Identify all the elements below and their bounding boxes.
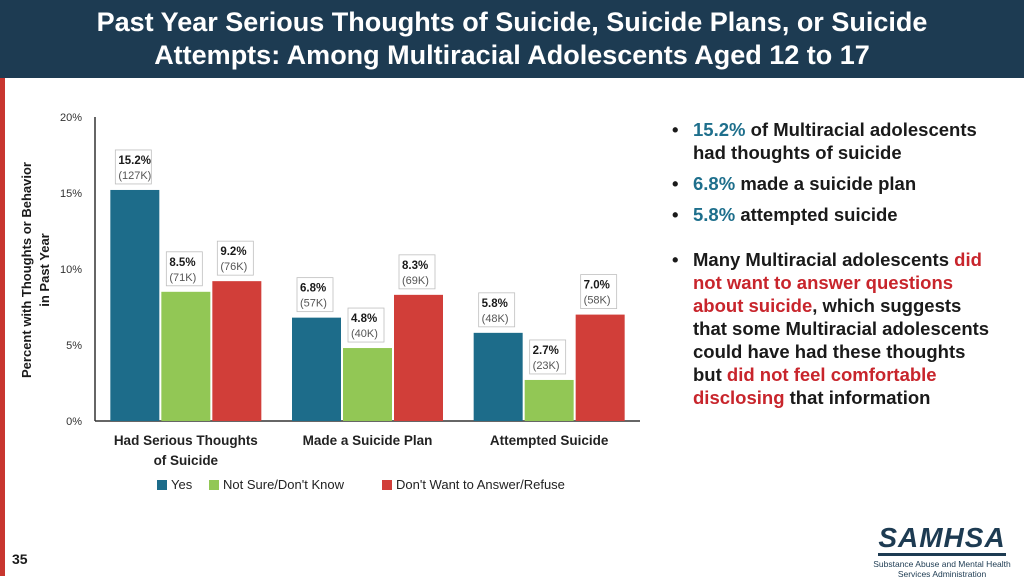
- y-tick-label: 5%: [66, 340, 82, 352]
- bar: [473, 332, 523, 421]
- bar-chart: 0% 5% 10% 15% 20% Percent with Thoughts or Be…: [19, 112, 640, 492]
- key-findings: • 15.2% of Multiracial adolescents had t…: [668, 118, 998, 417]
- y-axis-label-line-2: in Past Year: [37, 233, 52, 306]
- bullet-thoughts-text: of Multiracial adolescents had thoughts …: [693, 119, 977, 163]
- data-label-box: [529, 339, 567, 375]
- page-number: 35: [12, 551, 28, 567]
- bullet-thoughts-value: 15.2%: [693, 119, 746, 140]
- data-label-count: (58K): [584, 295, 611, 307]
- data-label-box: [165, 251, 203, 287]
- data-label-count: (40K): [351, 328, 378, 340]
- slide-title-line-2: Attempts: Among Multiracial Adolescents …: [154, 40, 870, 70]
- bullet-disclosure-highlight-1: did not want to answer questions about s…: [693, 249, 982, 316]
- legend-swatch: [157, 480, 167, 490]
- data-label-box: [347, 307, 385, 343]
- slide-title-line-1: Past Year Serious Thoughts of Suicide, S…: [96, 7, 928, 37]
- legend-swatch: [382, 480, 392, 490]
- bar: [292, 317, 341, 421]
- bullet-plan: • 6.8% made a suicide plan: [668, 172, 998, 195]
- legend-label: Yes: [171, 477, 193, 492]
- data-label-box: [114, 149, 152, 185]
- y-tick-label: 15%: [60, 188, 82, 200]
- data-label-percent: 4.8%: [351, 313, 377, 325]
- bullet-disclosure-text-2: , which suggests that some Multiracial a…: [693, 295, 990, 385]
- y-tick-label: 10%: [60, 264, 82, 276]
- bar: [524, 379, 574, 421]
- bullet-plan-text: made a suicide plan: [740, 173, 917, 194]
- x-category-label: Had Serious Thoughts: [114, 433, 258, 448]
- data-label-percent: 5.8%: [482, 298, 508, 310]
- bullet-plan-value: 6.8%: [693, 173, 736, 194]
- data-label-percent: 7.0%: [584, 280, 610, 292]
- data-label-count: (76K): [220, 261, 247, 273]
- data-label-percent: 6.8%: [300, 283, 326, 295]
- data-label-count: (23K): [533, 360, 560, 372]
- logo-wordmark: SAMHSA: [878, 522, 1006, 553]
- bullet-disclosure-text-3: that information: [789, 387, 931, 408]
- data-label-box: [478, 292, 516, 328]
- data-label-box: [580, 274, 618, 310]
- data-label-percent: 8.3%: [402, 260, 428, 272]
- bullet-marker: •: [672, 119, 679, 140]
- legend-swatch: [209, 480, 219, 490]
- bullet-attempt-value: 5.8%: [693, 204, 736, 225]
- logo-subtitle-line-1: Substance Abuse and Mental Health: [873, 559, 1011, 569]
- bar: [575, 314, 625, 421]
- bullet-disclosure-text-1: Many Multiracial adolescents: [693, 249, 950, 270]
- data-label-count: (48K): [482, 313, 509, 325]
- samhsa-logo: SAMHSA Substance Abuse and Mental Health…: [872, 524, 1012, 579]
- x-category-label: of Suicide: [154, 453, 219, 468]
- data-label-percent: 15.2%: [118, 155, 151, 167]
- bullet-attempt: • 5.8% attempted suicide: [668, 203, 998, 226]
- data-label-percent: 2.7%: [533, 345, 559, 357]
- accent-bar: [0, 78, 5, 576]
- data-label-count: (71K): [169, 272, 196, 284]
- bar: [110, 189, 160, 421]
- data-label-count: (57K): [300, 298, 327, 310]
- x-category-label: Made a Suicide Plan: [303, 433, 433, 448]
- bullet-marker: •: [672, 204, 679, 225]
- bullet-marker: •: [672, 249, 679, 270]
- legend-label: Not Sure/Don't Know: [223, 477, 345, 492]
- bullet-attempt-text: attempted suicide: [740, 204, 898, 225]
- data-label-box: [398, 254, 436, 290]
- data-label-percent: 9.2%: [220, 246, 246, 258]
- y-tick-label: 20%: [60, 112, 82, 124]
- bullet-disclosure-highlight-2: did not feel comfortable disclosing: [693, 364, 937, 408]
- y-axis-label-line-1: Percent with Thoughts or Behavior: [19, 162, 34, 378]
- data-label-count: (69K): [402, 275, 429, 287]
- bar: [212, 281, 262, 421]
- data-label-percent: 8.5%: [169, 257, 195, 269]
- bar: [394, 294, 443, 421]
- slide-header: Past Year Serious Thoughts of Suicide, S…: [0, 0, 1024, 78]
- bar: [343, 348, 392, 421]
- x-category-label: Attempted Suicide: [490, 433, 609, 448]
- data-label-box: [216, 240, 254, 276]
- y-tick-label: 0%: [66, 416, 82, 428]
- legend-label: Don't Want to Answer/Refuse: [396, 477, 565, 492]
- bullet-disclosure: • Many Multiracial adolescents did not w…: [668, 248, 998, 409]
- bar: [161, 291, 211, 421]
- logo-swoosh: [878, 553, 1006, 556]
- data-label-box: [296, 277, 334, 313]
- logo-subtitle-line-2: Services Administration: [897, 569, 987, 579]
- data-label-count: (127K): [118, 170, 151, 182]
- logo-subtitle: Substance Abuse and Mental Health Servic…: [872, 559, 1012, 579]
- bullet-marker: •: [672, 173, 679, 194]
- bullet-thoughts: • 15.2% of Multiracial adolescents had t…: [668, 118, 998, 164]
